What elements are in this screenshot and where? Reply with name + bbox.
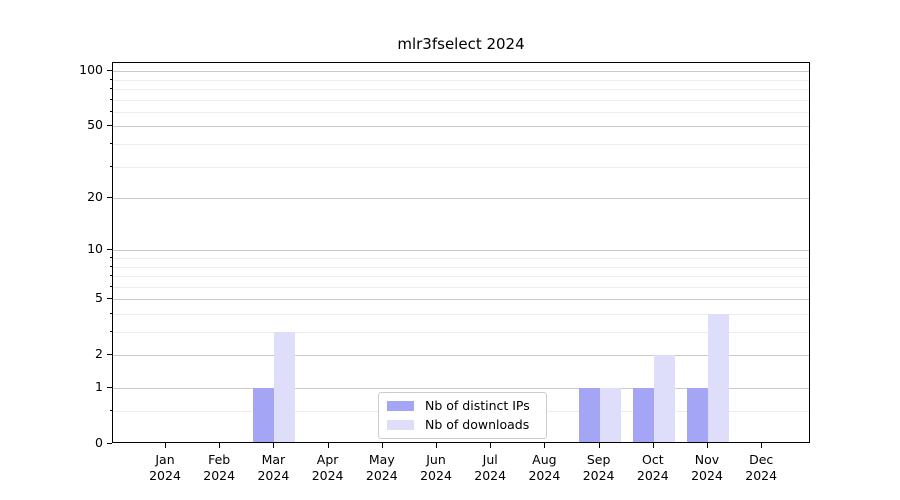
bar-downloads	[708, 314, 729, 442]
y-minor-tick	[110, 98, 112, 100]
x-tick-label: May 2024	[365, 452, 398, 483]
bar-distinct-ips	[687, 388, 708, 442]
y-minor-tick	[110, 265, 112, 267]
x-tick	[490, 443, 492, 448]
plot-area	[112, 62, 810, 443]
x-tick	[707, 443, 708, 448]
minor-gridline	[113, 332, 809, 333]
x-tick-label: Jan 2024	[149, 452, 181, 483]
y-minor-tick	[110, 257, 112, 258]
bar-distinct-ips	[632, 388, 654, 442]
x-tick-label: Aug 2024	[528, 452, 561, 483]
bar-downloads	[653, 355, 675, 442]
x-tick	[219, 443, 221, 448]
x-tick-label: Sep 2024	[582, 452, 615, 483]
legend-label-downloads: Nb of downloads	[425, 417, 530, 432]
x-tick	[273, 443, 275, 448]
minor-gridline	[113, 286, 809, 288]
y-minor-tick	[110, 143, 112, 144]
minor-gridline	[113, 89, 809, 90]
x-tick-label: Dec 2024	[745, 452, 778, 483]
major-gridline	[113, 355, 809, 357]
x-tick	[165, 443, 166, 448]
major-gridline	[113, 126, 809, 128]
legend-item-distinct-ips: Nb of distinct IPs	[387, 398, 538, 414]
x-tick	[598, 443, 600, 448]
y-tick	[107, 354, 112, 356]
y-tick	[107, 125, 112, 127]
minor-gridline	[113, 314, 809, 315]
y-minor-tick	[110, 313, 112, 314]
y-minor-tick	[110, 88, 112, 89]
legend-label-distinct-ips: Nb of distinct IPs	[425, 398, 530, 413]
x-tick	[436, 443, 437, 448]
chart-title: mlr3fselect 2024	[397, 35, 525, 53]
x-tick-label: Mar 2024	[257, 452, 290, 483]
legend-swatch-downloads	[387, 420, 414, 430]
minor-gridline	[113, 276, 809, 277]
y-minor-tick	[110, 410, 112, 412]
x-tick-label: Jun 2024	[420, 452, 452, 483]
x-tick	[381, 443, 383, 448]
y-tick-label: 2	[95, 346, 103, 362]
x-tick-label: Jul 2024	[474, 452, 507, 483]
bar-downloads	[599, 388, 621, 442]
x-tick-label: Feb 2024	[203, 452, 236, 483]
y-minor-tick	[110, 78, 112, 80]
x-tick-label: Oct 2024	[636, 452, 669, 483]
y-tick-label: 10	[87, 241, 103, 257]
y-minor-tick	[110, 110, 112, 112]
minor-gridline	[113, 99, 809, 101]
y-tick-label: 50	[87, 117, 103, 133]
y-tick-label: 1	[95, 379, 103, 394]
legend-swatch-distinct-ips	[387, 401, 414, 411]
y-tick	[107, 387, 112, 388]
bar-downloads	[274, 332, 296, 442]
minor-gridline	[113, 79, 809, 81]
x-tick	[761, 443, 763, 448]
major-gridline	[113, 388, 809, 389]
x-tick	[544, 443, 546, 448]
major-gridline	[113, 250, 809, 252]
legend-item-downloads: Nb of downloads	[387, 417, 538, 433]
y-minor-tick	[110, 275, 112, 276]
y-tick	[107, 197, 112, 199]
y-minor-tick	[110, 285, 112, 287]
x-tick	[652, 443, 654, 448]
y-tick-label: 100	[79, 62, 103, 78]
minor-gridline	[113, 166, 809, 168]
x-tick-label: Nov 2024	[691, 452, 723, 483]
y-minor-tick	[110, 331, 112, 332]
y-tick	[107, 249, 112, 251]
x-tick	[327, 443, 329, 448]
y-tick	[107, 443, 112, 444]
minor-gridline	[113, 266, 809, 268]
major-gridline	[113, 299, 809, 301]
minor-gridline	[113, 144, 809, 145]
y-minor-tick	[110, 165, 112, 167]
y-tick	[107, 298, 112, 300]
major-gridline	[113, 71, 809, 73]
minor-gridline	[113, 111, 809, 113]
minor-gridline	[113, 258, 809, 259]
y-tick-label: 5	[95, 290, 103, 306]
major-gridline	[113, 198, 809, 200]
x-tick-label: Apr 2024	[311, 452, 344, 483]
y-tick-label: 20	[87, 189, 103, 205]
y-tick	[107, 70, 112, 72]
y-tick-label: 0	[95, 435, 103, 450]
bar-distinct-ips	[253, 388, 275, 442]
legend: Nb of distinct IPs Nb of downloads	[378, 392, 547, 439]
bar-distinct-ips	[578, 388, 600, 442]
